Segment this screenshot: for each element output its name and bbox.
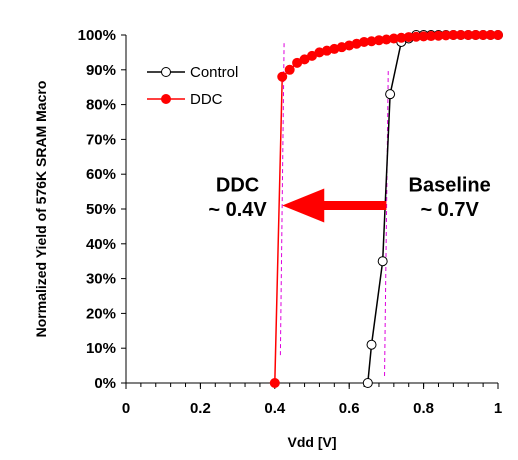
annotation-label: Baseline [409,175,491,197]
y-tick-label: 10% [86,340,116,357]
data-point [277,71,288,82]
tick-labels: 0% 10% 20% 30% 40% 50% 60% 70% 80% 90% 100% 0 0.2 0.4… [78,27,503,417]
reference-lines [279,41,389,377]
data-point [493,30,503,40]
y-tick-label: 30% [86,271,116,288]
x-tick-label: 0.2 [190,400,211,417]
y-tick-label: 80% [86,97,116,114]
reference-line [384,69,389,377]
annotation-label: DDC [216,175,259,197]
shift-arrow [282,188,387,223]
arrow-head [282,188,325,223]
legend-marker [161,67,171,77]
data-point [269,378,280,388]
data-point [385,89,396,100]
legend: Control DDC [147,64,238,108]
data-point [366,339,377,350]
axes [121,34,499,389]
series-group [269,30,503,388]
y-tick-label: 60% [86,166,116,183]
y-tick-label: 0% [94,375,116,392]
y-tick-label: 100% [78,27,116,44]
legend-item-ddc: DDC [147,91,223,108]
y-tick-label: 70% [86,131,116,148]
legend-label: Control [190,64,238,81]
y-tick-label: 40% [86,236,116,253]
legend-marker [161,94,171,104]
legend-item-control: Control [147,64,238,81]
data-point [284,64,295,75]
data-point [377,256,388,267]
x-tick-label: 1 [494,400,502,417]
y-tick-label: 90% [86,62,116,79]
annotation-label: ~ 0.4V [208,199,267,221]
annotation-label: ~ 0.7V [420,199,479,221]
x-tick-label: 0 [122,400,130,417]
x-tick-label: 0.4 [264,400,286,417]
legend-label: DDC [190,91,223,108]
annotations: DDC~ 0.4V Baseline~ 0.7V [208,175,490,221]
y-tick-label: 50% [86,201,116,218]
x-tick-label: 0.6 [339,400,360,417]
x-axis-title: Vdd [V] [288,434,337,450]
x-tick-label: 0.8 [413,400,434,417]
series-ddc [269,30,503,388]
y-axis-title: Normalized Yield of 576K SRAM Macro [33,81,49,338]
reference-line [279,41,285,356]
data-point [362,378,373,388]
y-tick-label: 20% [86,305,116,322]
